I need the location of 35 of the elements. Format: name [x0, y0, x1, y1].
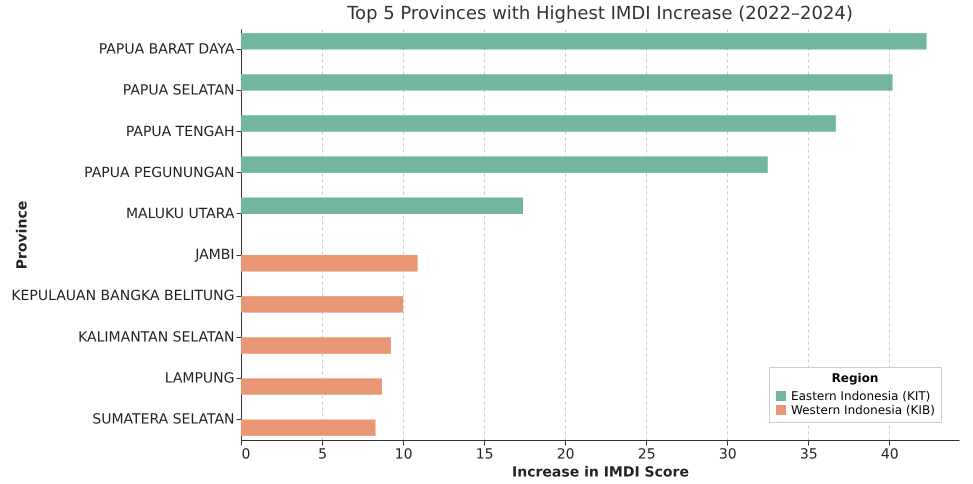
bar	[241, 337, 391, 354]
y-tick-label: SUMATERA SELATAN	[92, 411, 234, 428]
y-tick-label: PAPUA BARAT DAYA	[98, 42, 235, 58]
bar	[241, 74, 893, 91]
x-tick-label: 35	[800, 446, 818, 462]
bar	[241, 115, 836, 132]
x-tick-label: 15	[476, 446, 494, 462]
y-tick-label: MALUKU UTARA	[126, 206, 235, 222]
legend-label: Western Indonesia (KIB)	[791, 403, 935, 417]
y-tick-label: PAPUA SELATAN	[122, 82, 234, 99]
legend-label: Eastern Indonesia (KIT)	[791, 389, 930, 403]
x-axis-title: Increase in IMDI Score	[512, 464, 689, 480]
x-tick-label: 40	[880, 446, 899, 462]
y-tick-label: PAPUA PEGUNUNGAN	[84, 164, 234, 181]
x-tick-label: 10	[394, 446, 412, 462]
bar	[241, 156, 768, 173]
y-tick-label: KEPULAUAN BANGKA BELITUNG	[11, 288, 234, 304]
legend-title: Region	[832, 371, 878, 385]
bar	[241, 33, 927, 50]
y-tick-label: LAMPUNG	[164, 370, 234, 386]
y-tick-label: JAMBI	[194, 247, 234, 264]
x-tick-label: 25	[638, 446, 656, 462]
bar	[241, 378, 382, 395]
x-tick-label: 5	[318, 446, 327, 462]
chart-title: Top 5 Provinces with Highest IMDI Increase (2022–2024)	[346, 3, 853, 24]
x-tick-label: 0	[242, 446, 250, 462]
y-tick-label: PAPUA TENGAH	[126, 124, 234, 140]
bar	[241, 296, 404, 313]
y-axis-title: Province	[14, 200, 30, 270]
x-tick-label: 30	[718, 446, 737, 462]
x-tick-label: 20	[556, 446, 575, 462]
bar	[241, 198, 524, 214]
bar	[241, 255, 418, 272]
bar	[241, 419, 376, 436]
y-tick-label: KALIMANTAN SELATAN	[78, 329, 234, 346]
